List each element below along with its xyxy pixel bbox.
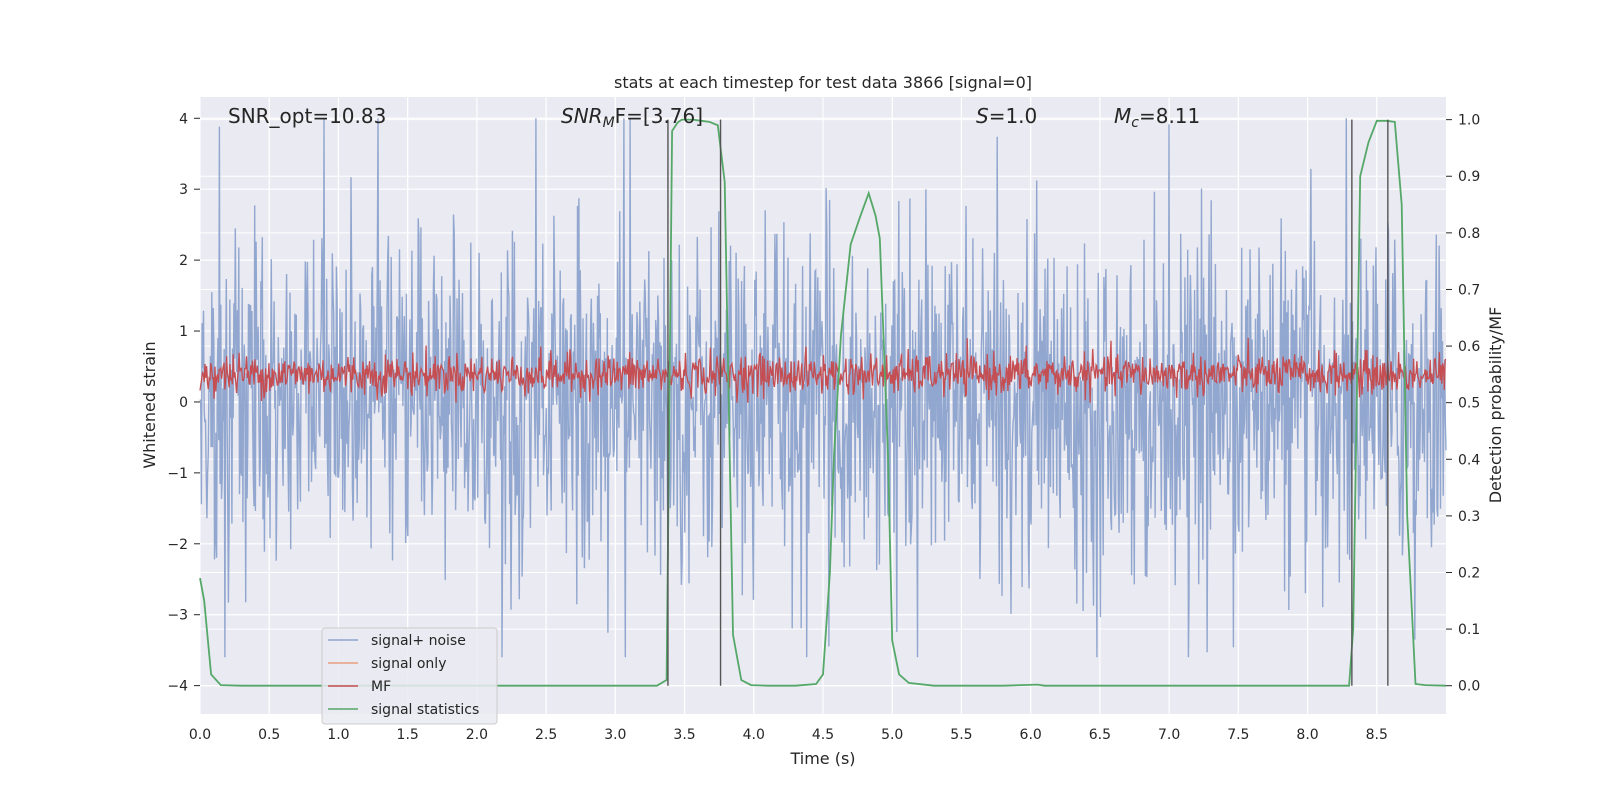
y-left-tick-label: −4 — [167, 679, 188, 695]
x-tick-label: 4.5 — [812, 727, 834, 743]
y-left-tick-label: 2 — [179, 253, 188, 269]
annotation-mc: Mc=8.11 — [1114, 104, 1200, 131]
x-tick-label: 3.0 — [604, 727, 626, 743]
chart-title: stats at each timestep for test data 386… — [614, 73, 1032, 92]
legend-box — [321, 627, 498, 725]
y-right-tick-label: 0.5 — [1458, 396, 1480, 412]
y-right-tick-label: 0.7 — [1458, 282, 1480, 298]
x-tick-label: 8.0 — [1296, 727, 1318, 743]
y-right-axis-label: Detection probability/MF — [1486, 307, 1505, 504]
series-mf — [199, 337, 1447, 403]
y-right-tick-label: 0.8 — [1458, 226, 1480, 242]
y-left-tick-labels: −4 −3 −2 −1 0 1 2 3 4 — [167, 111, 200, 695]
x-tick-label: 0.5 — [258, 727, 280, 743]
y-left-tick-label: 3 — [179, 182, 188, 198]
legend-label-signal-only: signal only — [371, 656, 446, 672]
x-tick-label: 1.5 — [397, 727, 419, 743]
x-tick-label: 6.0 — [1020, 727, 1042, 743]
line-signal-statistics — [199, 118, 1447, 687]
detection-markers — [667, 119, 1389, 686]
x-tick-label: 5.0 — [881, 727, 903, 743]
y-left-tick-label: 0 — [179, 395, 188, 411]
y-right-tick-label: 1.0 — [1458, 113, 1480, 129]
y-left-tick-label: −1 — [167, 466, 188, 482]
x-tick-label: 3.5 — [673, 727, 695, 743]
y-right-tick-label: 0.2 — [1458, 565, 1480, 581]
annotation-s: S=1.0 — [976, 104, 1037, 128]
legend: signal+ noise signal only MF signal stat… — [321, 627, 498, 725]
annotation-snr-opt: SNR_opt=10.83 — [228, 104, 386, 128]
y-right-tick-label: 0.9 — [1458, 169, 1480, 185]
annotation-snr-mf: SNRMF=[3.76] — [561, 104, 703, 131]
x-tick-label: 4.0 — [743, 727, 765, 743]
legend-label-mf: MF — [371, 679, 391, 695]
y-left-tick-label: −2 — [167, 537, 188, 553]
y-left-axis-label: Whitened strain — [140, 341, 159, 468]
y-right-tick-label: 0.4 — [1458, 452, 1480, 468]
x-tick-label: 0.0 — [189, 727, 211, 743]
legend-label-signal-noise: signal+ noise — [371, 633, 466, 649]
x-tick-label: 2.0 — [466, 727, 488, 743]
y-right-tick-labels: 0.0 0.1 0.2 0.3 0.4 0.5 0.6 0.7 0.8 0.9 1.0 — [1446, 113, 1480, 695]
legend-label-signal-statistics: signal statistics — [371, 702, 479, 718]
line-mf — [199, 337, 1447, 403]
y-left-tick-label: 1 — [179, 324, 188, 340]
x-tick-label: 7.0 — [1158, 727, 1180, 743]
x-axis-label: Time (s) — [789, 749, 855, 768]
y-right-tick-label: 0.0 — [1458, 679, 1480, 695]
series-signal-statistics — [199, 118, 1447, 687]
x-tick-label: 2.5 — [535, 727, 557, 743]
x-tick-label: 8.5 — [1366, 727, 1388, 743]
x-tick-labels: 0.0 0.5 1.0 1.5 2.0 2.5 3.0 3.5 4.0 4.5 5.0 5.5 6.0 6… — [189, 727, 1388, 743]
x-tick-label: 5.5 — [950, 727, 972, 743]
x-tick-label: 6.5 — [1089, 727, 1111, 743]
y-left-tick-label: −3 — [167, 608, 188, 624]
x-tick-label: 7.5 — [1227, 727, 1249, 743]
y-left-tick-label: 4 — [179, 111, 188, 127]
y-right-tick-label: 0.1 — [1458, 622, 1480, 638]
y-right-tick-label: 0.6 — [1458, 339, 1480, 355]
x-tick-label: 1.0 — [327, 727, 349, 743]
y-right-tick-label: 0.3 — [1458, 509, 1480, 525]
